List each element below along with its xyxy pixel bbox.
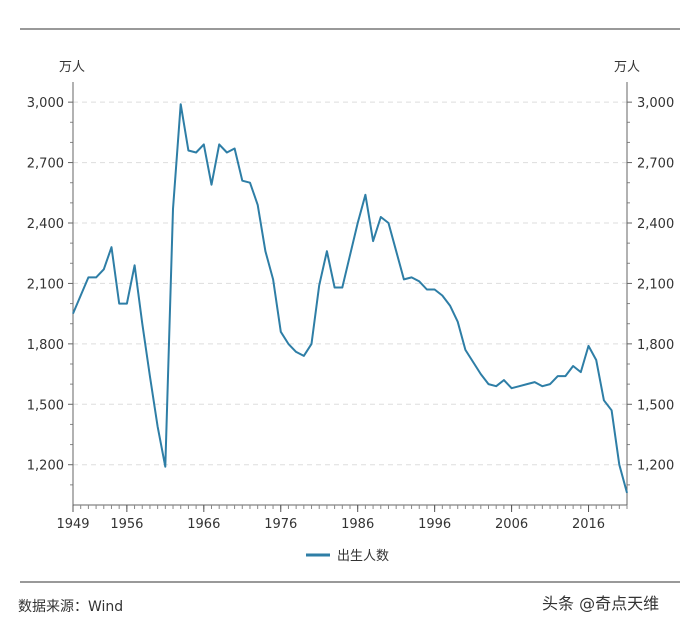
y-tick-label-left: 2,100 <box>27 277 64 292</box>
x-tick-label: 2016 <box>572 517 605 532</box>
y-tick-label-left: 2,700 <box>27 157 64 172</box>
legend-label: 出生人数 <box>337 549 389 564</box>
x-tick-label: 2006 <box>495 517 528 532</box>
left-unit-label: 万人 <box>59 60 85 75</box>
y-tick-label-right: 2,400 <box>637 217 674 232</box>
y-tick-label-right: 2,700 <box>637 157 674 172</box>
y-tick-label-right: 2,100 <box>637 277 674 292</box>
y-tick-label-left: 3,000 <box>27 96 64 111</box>
x-tick-label: 1949 <box>56 517 89 532</box>
y-tick-label-right: 1,500 <box>637 398 674 413</box>
right-unit-label: 万人 <box>614 60 640 75</box>
x-tick-label: 1956 <box>110 517 143 532</box>
y-tick-label-left: 1,200 <box>27 459 64 474</box>
y-tick-label-left: 1,800 <box>27 338 64 353</box>
y-tick-label-left: 1,500 <box>27 398 64 413</box>
x-tick-label: 1996 <box>418 517 451 532</box>
data-source: 数据来源：Wind <box>18 599 124 615</box>
x-tick-label: 1986 <box>341 517 374 532</box>
y-tick-label-left: 2,400 <box>27 217 64 232</box>
x-tick-label: 1966 <box>187 517 220 532</box>
series-layer <box>72 103 628 494</box>
y-tick-label-right: 3,000 <box>637 96 674 111</box>
watermark: 头条 @奇点天维 <box>542 594 660 613</box>
y-tick-label-right: 1,200 <box>637 459 674 474</box>
y-tick-label-right: 1,800 <box>637 338 674 353</box>
series-line-births <box>72 103 628 494</box>
axes: 1,200 1,200 1,500 1,500 1,800 1,800 2,100 2,100… <box>27 82 674 532</box>
x-tick-label: 1976 <box>264 517 297 532</box>
legend: 出生人数 <box>306 549 389 564</box>
